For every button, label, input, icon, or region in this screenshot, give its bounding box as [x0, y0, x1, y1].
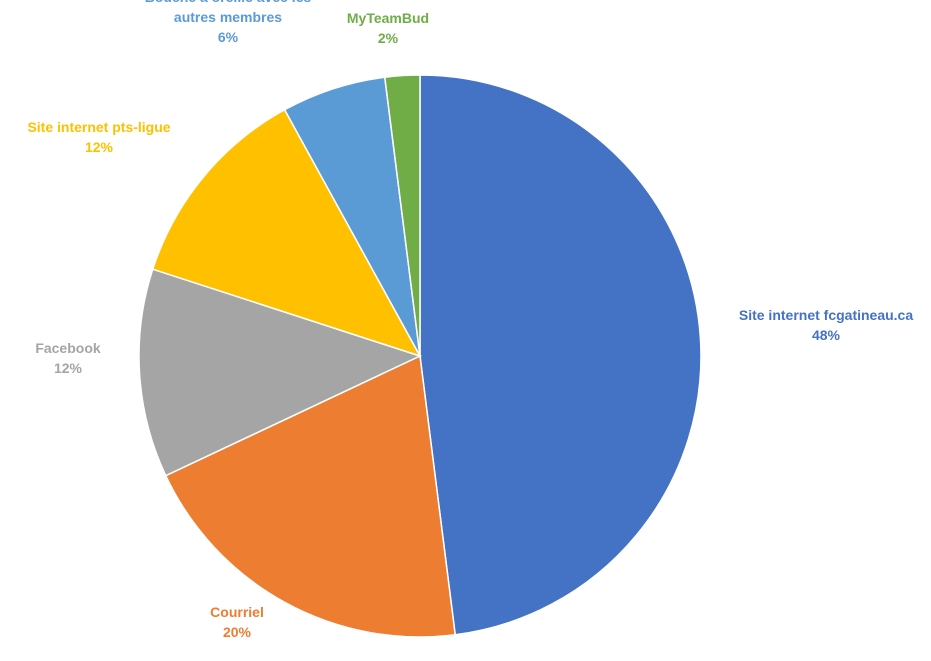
slice-name-3-line-0: Site internet pts-ligue [27, 119, 170, 135]
slice-label-4: Bouche à oreille avec les autres membres 6… [145, 0, 312, 45]
slice-percent-1: 20% [223, 624, 252, 640]
slice-name-1-line-0: Courriel [210, 604, 264, 620]
slice-label-0: Site internet fcgatineau.ca 48% [739, 307, 913, 343]
slice-label-1: Courriel 20% [210, 604, 264, 640]
slice-percent-0: 48% [812, 327, 841, 343]
pie-slices [138, 74, 702, 638]
slice-label-2: Facebook 12% [35, 340, 101, 376]
slice-name-0-line-0: Site internet fcgatineau.ca [739, 307, 913, 323]
slice-percent-2: 12% [54, 360, 83, 376]
slice-percent-4: 6% [218, 29, 239, 45]
slice-name-4-line-1: autres membres [174, 9, 282, 25]
pie-slice-0 [419, 74, 702, 636]
slice-label-5: MyTeamBud 2% [347, 10, 429, 46]
slice-label-3: Site internet pts-ligue 12% [27, 119, 170, 155]
slice-percent-5: 2% [378, 30, 399, 46]
pie-slice-5 [383, 74, 421, 357]
pie-slice-1 [164, 354, 457, 638]
pie-labels: Site internet fcgatineau.ca 48% Courriel 20… [27, 0, 913, 640]
slice-name-2-line-0: Facebook [35, 340, 101, 356]
slice-name-5-line-0: MyTeamBud [347, 10, 429, 26]
slice-percent-3: 12% [85, 139, 114, 155]
pie-slice-3 [151, 108, 422, 358]
slice-name-4-line-0: Bouche à oreille avec les [145, 0, 312, 5]
pie-slice-2 [138, 268, 423, 477]
